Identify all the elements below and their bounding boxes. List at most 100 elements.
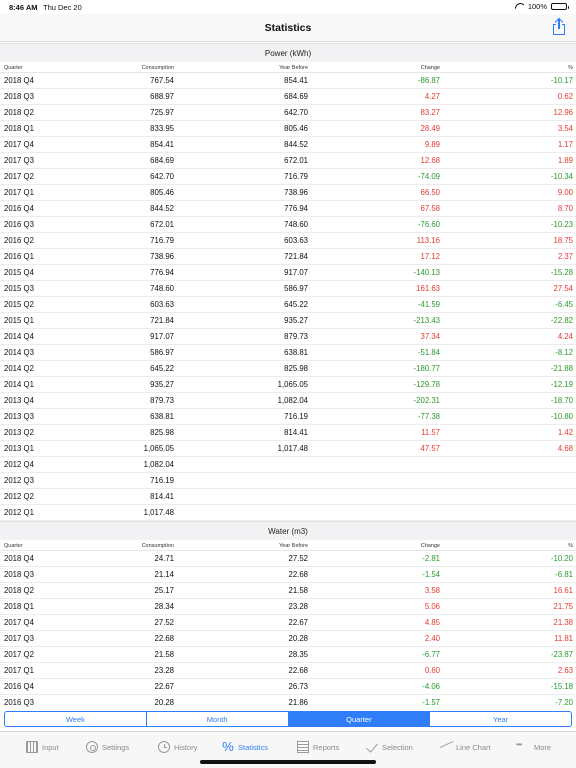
percent-cell: 11.81 <box>554 634 573 643</box>
year-before-cell: 23.28 <box>288 602 308 611</box>
table-row[interactable]: 2016 Q3 672.01 748.60 -76.60 -10.23 <box>0 217 576 233</box>
status-bar: 8:46 AM Thu Dec 20 100% <box>0 0 576 14</box>
consumption-cell: 917.07 <box>150 332 174 341</box>
change-cell: -6.77 <box>422 650 440 659</box>
quarter-cell: 2014 Q4 <box>4 332 34 341</box>
change-cell: -202.31 <box>413 396 440 405</box>
year-before-cell: 22.68 <box>288 570 308 579</box>
quarter-cell: 2012 Q3 <box>4 476 34 485</box>
consumption-cell: 879.73 <box>150 396 174 405</box>
change-cell: -1.54 <box>422 570 440 579</box>
change-cell: 113.16 <box>416 236 440 245</box>
table-row[interactable]: 2017 Q4 27.52 22.67 4.85 21.38 <box>0 615 576 631</box>
table-row[interactable]: 2017 Q3 684.69 672.01 12.68 1.89 <box>0 153 576 169</box>
table-row[interactable]: 2014 Q2 645.22 825.98 -180.77 -21.88 <box>0 361 576 377</box>
table-row[interactable]: 2015 Q4 776.94 917.07 -140.13 -15.28 <box>0 265 576 281</box>
percent-cell: -6.81 <box>555 570 573 579</box>
quarter-cell: 2018 Q1 <box>4 124 34 133</box>
quarter-cell: 2016 Q2 <box>4 236 34 245</box>
segment-year[interactable]: Year <box>493 714 509 724</box>
change-cell: 37.34 <box>420 332 440 341</box>
table-row[interactable]: 2016 Q2 716.79 603.63 113.16 18.75 <box>0 233 576 249</box>
change-cell: -213.43 <box>413 316 440 325</box>
line-chart-icon <box>440 741 452 753</box>
table-row[interactable]: 2016 Q4 844.52 776.94 67.58 8.70 <box>0 201 576 217</box>
tab-statistics[interactable]: % Statistics <box>222 740 268 754</box>
year-before-cell: 805.46 <box>284 124 308 133</box>
table-row[interactable]: 2013 Q3 638.81 716.19 -77.38 -10.80 <box>0 409 576 425</box>
table-row[interactable]: 2016 Q4 22.67 26.73 -4.06 -15.18 <box>0 679 576 695</box>
tab-more[interactable]: More <box>516 740 551 754</box>
segment-quarter[interactable]: Quarter <box>288 712 431 726</box>
consumption-cell: 716.79 <box>150 236 174 245</box>
table-row[interactable]: 2014 Q3 586.97 638.81 -51.84 -8.12 <box>0 345 576 361</box>
year-before-cell: 21.86 <box>288 698 308 707</box>
table-row[interactable]: 2016 Q1 738.96 721.84 17.12 2.37 <box>0 249 576 265</box>
tab-settings[interactable]: Settings <box>86 740 129 754</box>
table-row[interactable]: 2015 Q2 603.63 645.22 -41.59 -6.45 <box>0 297 576 313</box>
table-row[interactable]: 2018 Q4 24.71 27.52 -2.81 -10.20 <box>0 551 576 567</box>
segment-week[interactable]: Week <box>5 712 147 726</box>
table-row[interactable]: 2014 Q4 917.07 879.73 37.34 4.24 <box>0 329 576 345</box>
tab-input[interactable]: Input <box>26 740 59 754</box>
percent-cell: -10.80 <box>550 412 573 421</box>
table-row[interactable]: 2018 Q1 833.95 805.46 28.49 3.54 <box>0 121 576 137</box>
consumption-cell: 21.58 <box>154 650 174 659</box>
share-icon[interactable] <box>552 17 566 36</box>
table-row[interactable]: 2013 Q2 825.98 814.41 11.57 1.42 <box>0 425 576 441</box>
table-row[interactable]: 2015 Q1 721.84 935.27 -213.43 -22.82 <box>0 313 576 329</box>
quarter-cell: 2018 Q2 <box>4 108 34 117</box>
table-row[interactable]: 2017 Q1 23.28 22.68 0.60 2.63 <box>0 663 576 679</box>
quarter-cell: 2017 Q3 <box>4 156 34 165</box>
table-row[interactable]: 2017 Q1 805.46 738.96 66.50 9.00 <box>0 185 576 201</box>
table-row[interactable]: 2017 Q4 854.41 844.52 9.89 1.17 <box>0 137 576 153</box>
tab-label: Selection <box>382 742 413 752</box>
table-row[interactable]: 2013 Q4 879.73 1,082.04 -202.31 -18.70 <box>0 393 576 409</box>
table-row[interactable]: 2017 Q2 21.58 28.35 -6.77 -23.87 <box>0 647 576 663</box>
year-before-cell: 1,065.05 <box>277 380 308 389</box>
table-row[interactable]: 2018 Q3 21.14 22.68 -1.54 -6.81 <box>0 567 576 583</box>
table-row[interactable]: 2012 Q3 716.19 <box>0 473 576 489</box>
table-row[interactable]: 2012 Q1 1,017.48 <box>0 505 576 521</box>
tab-line-chart[interactable]: Line Chart <box>440 740 491 754</box>
quarter-cell: 2017 Q2 <box>4 172 34 181</box>
tab-history[interactable]: History <box>158 740 197 754</box>
page-title: Statistics <box>264 22 312 34</box>
consumption-cell: 27.52 <box>154 618 174 627</box>
table-row[interactable]: 2015 Q3 748.60 586.97 161.63 27.54 <box>0 281 576 297</box>
table-row[interactable]: 2018 Q3 688.97 684.69 4.27 0.62 <box>0 89 576 105</box>
table-row[interactable]: 2017 Q2 642.70 716.79 -74.09 -10.34 <box>0 169 576 185</box>
year-before-cell: 672.01 <box>284 156 308 165</box>
status-time: 8:46 AM <box>9 3 38 12</box>
tab-selection[interactable]: Selection <box>366 740 413 754</box>
table-row[interactable]: 2018 Q4 767.54 854.41 -86.87 -10.17 <box>0 73 576 89</box>
tab-reports[interactable]: Reports <box>297 740 339 754</box>
quarter-cell: 2018 Q4 <box>4 554 34 563</box>
table-row[interactable]: 2018 Q2 25.17 21.58 3.58 16.61 <box>0 583 576 599</box>
table-row[interactable]: 2012 Q2 814.41 <box>0 489 576 505</box>
table-row[interactable]: 2018 Q1 28.34 23.28 5.06 21.75 <box>0 599 576 615</box>
statistics-table[interactable]: Power (kWh) Quarter Consumption Year Before… <box>0 43 576 707</box>
table-row[interactable]: 2012 Q4 1,082.04 <box>0 457 576 473</box>
change-cell: -77.38 <box>417 412 440 421</box>
period-segmented-control[interactable]: Week Month Quarter Year <box>4 711 572 727</box>
percent-cell: 4.68 <box>557 444 573 453</box>
table-row[interactable]: 2016 Q3 20.28 21.86 -1.57 -7.20 <box>0 695 576 707</box>
table-row[interactable]: 2018 Q2 725.97 642.70 83.27 12.96 <box>0 105 576 121</box>
tab-label: Input <box>42 742 59 752</box>
change-cell: 4.85 <box>424 618 440 627</box>
year-before-cell: 20.28 <box>288 634 308 643</box>
consumption-cell: 21.14 <box>154 570 174 579</box>
table-row[interactable]: 2014 Q1 935.27 1,065.05 -129.78 -12.19 <box>0 377 576 393</box>
segment-month[interactable]: Month <box>147 712 289 726</box>
change-cell: -129.78 <box>413 380 440 389</box>
year-before-cell: 721.84 <box>284 252 308 261</box>
table-row[interactable]: 2017 Q3 22.68 20.28 2.40 11.81 <box>0 631 576 647</box>
quarter-cell: 2017 Q3 <box>4 634 34 643</box>
tab-label: Reports <box>313 742 340 752</box>
table-row[interactable]: 2013 Q1 1,065.05 1,017.48 47.57 4.68 <box>0 441 576 457</box>
change-cell: 28.49 <box>420 124 440 133</box>
change-cell: 0.60 <box>424 666 440 675</box>
wifi-icon <box>515 3 524 10</box>
column-header-pct: % <box>568 65 573 71</box>
